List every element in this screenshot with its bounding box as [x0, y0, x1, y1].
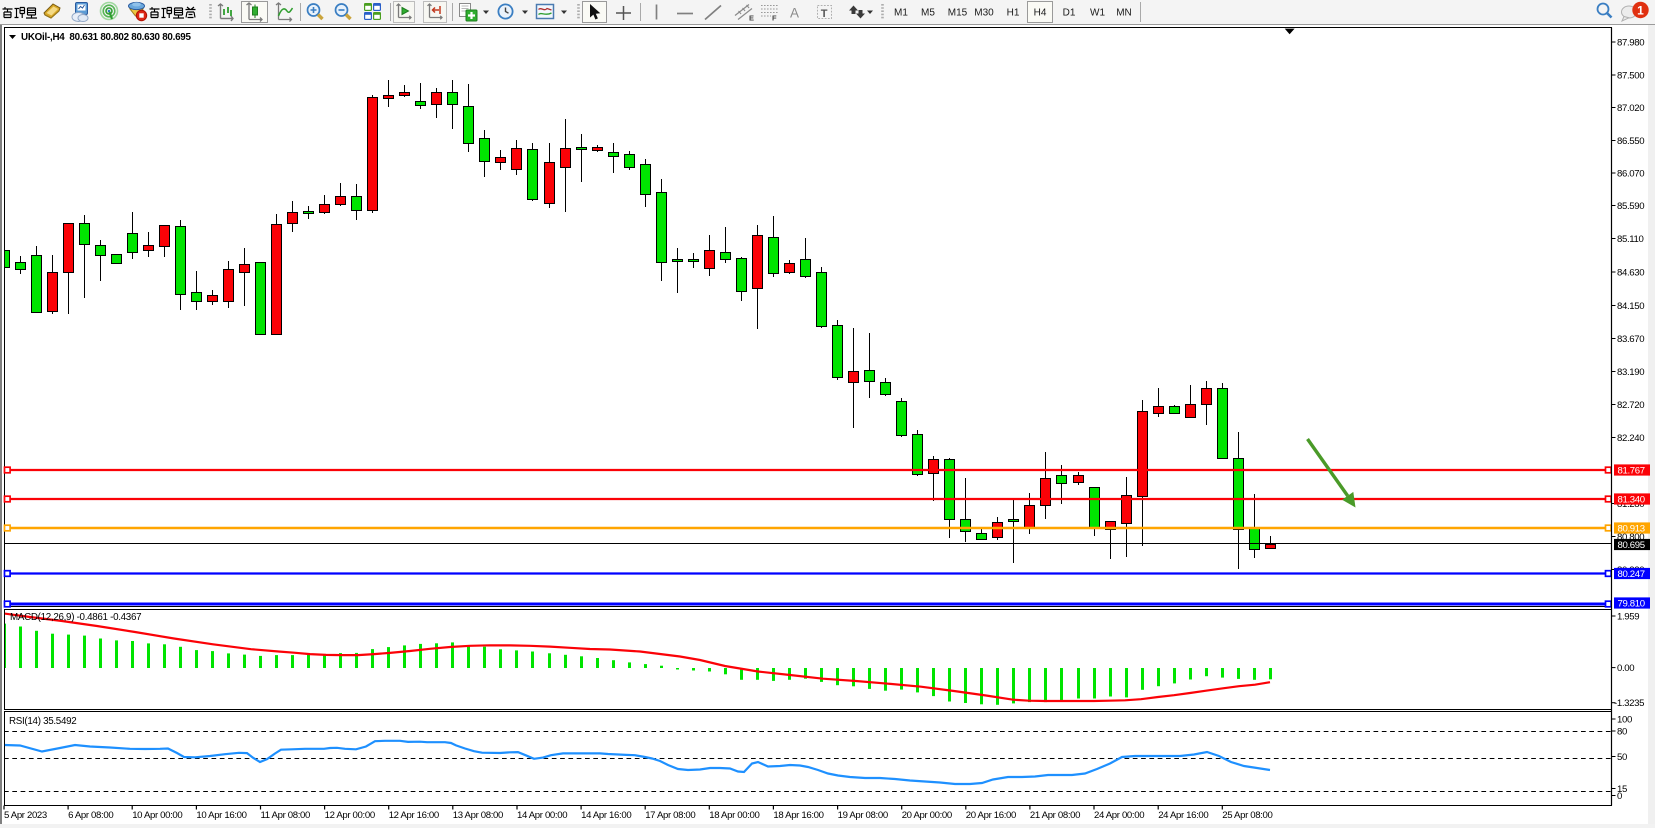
- svg-text:W1: W1: [1090, 8, 1105, 19]
- svg-text:86.550: 86.550: [1617, 136, 1644, 147]
- svg-text:80: 80: [1617, 727, 1627, 738]
- svg-text:15: 15: [1617, 784, 1627, 795]
- svg-text:84.150: 84.150: [1617, 301, 1644, 312]
- svg-text:MN: MN: [1116, 8, 1132, 19]
- svg-text:12 Apr 00:00: 12 Apr 00:00: [325, 810, 375, 821]
- svg-text:87.500: 87.500: [1617, 71, 1644, 82]
- svg-text:0: 0: [1617, 791, 1622, 802]
- svg-text:A: A: [790, 6, 799, 21]
- svg-text:83.670: 83.670: [1617, 334, 1644, 345]
- svg-text:5 Apr 2023: 5 Apr 2023: [4, 810, 47, 821]
- svg-text:24 Apr 00:00: 24 Apr 00:00: [1094, 810, 1144, 821]
- svg-text:12 Apr 16:00: 12 Apr 16:00: [389, 810, 439, 821]
- svg-text:87.980: 87.980: [1617, 38, 1644, 49]
- svg-text:M15: M15: [948, 8, 968, 19]
- svg-text:85.590: 85.590: [1617, 201, 1644, 212]
- svg-text:80.800: 80.800: [1617, 532, 1644, 543]
- svg-text:81.767: 81.767: [1618, 466, 1645, 477]
- svg-text:E: E: [749, 14, 754, 23]
- svg-text:24 Apr 16:00: 24 Apr 16:00: [1158, 810, 1208, 821]
- svg-text:1: 1: [1637, 3, 1644, 17]
- svg-text:20 Apr 16:00: 20 Apr 16:00: [966, 810, 1016, 821]
- svg-text:18 Apr 16:00: 18 Apr 16:00: [773, 810, 823, 821]
- svg-text:14 Apr 16:00: 14 Apr 16:00: [581, 810, 631, 821]
- svg-text:UKOil-,H4 80.631 80.802 80.63: UKOil-,H4 80.631 80.802 80.630 80.695: [21, 32, 191, 43]
- svg-text:M5: M5: [921, 8, 935, 19]
- svg-text:85.110: 85.110: [1617, 234, 1644, 245]
- svg-text:25 Apr 08:00: 25 Apr 08:00: [1222, 810, 1272, 821]
- svg-text:T: T: [821, 8, 828, 20]
- svg-text:80.913: 80.913: [1618, 524, 1645, 535]
- svg-text:1.959: 1.959: [1617, 612, 1639, 623]
- svg-text:D1: D1: [1063, 8, 1076, 19]
- svg-text:20 Apr 00:00: 20 Apr 00:00: [902, 810, 952, 821]
- svg-text:10 Apr 00:00: 10 Apr 00:00: [132, 810, 182, 821]
- svg-text:17 Apr 08:00: 17 Apr 08:00: [645, 810, 695, 821]
- svg-text:82.240: 82.240: [1617, 433, 1644, 444]
- svg-text:19 Apr 08:00: 19 Apr 08:00: [838, 810, 888, 821]
- svg-text:87.020: 87.020: [1617, 103, 1644, 114]
- svg-text:MACD(12,26,9) -0.4861 -0.4367: MACD(12,26,9) -0.4861 -0.4367: [10, 612, 141, 623]
- svg-text:86.070: 86.070: [1617, 169, 1644, 180]
- svg-text:82.720: 82.720: [1617, 400, 1644, 411]
- svg-text:M30: M30: [974, 8, 994, 19]
- svg-text:81.340: 81.340: [1618, 495, 1645, 506]
- svg-text:11 Apr 08:00: 11 Apr 08:00: [261, 810, 311, 821]
- svg-text:RSI(14) 35.5492: RSI(14) 35.5492: [9, 716, 76, 727]
- svg-text:80.247: 80.247: [1618, 569, 1645, 580]
- svg-text:-1.3235: -1.3235: [1614, 698, 1644, 709]
- svg-text:M1: M1: [894, 8, 908, 19]
- svg-text:13 Apr 08:00: 13 Apr 08:00: [453, 810, 503, 821]
- svg-text:6 Apr 08:00: 6 Apr 08:00: [68, 810, 113, 821]
- svg-text:14 Apr 00:00: 14 Apr 00:00: [517, 810, 567, 821]
- svg-text:10 Apr 16:00: 10 Apr 16:00: [196, 810, 246, 821]
- svg-text:84.630: 84.630: [1617, 268, 1644, 279]
- svg-text:79.810: 79.810: [1618, 599, 1645, 610]
- svg-text:F: F: [772, 14, 777, 23]
- svg-text:50: 50: [1617, 752, 1627, 763]
- svg-text:H1: H1: [1007, 8, 1020, 19]
- svg-text:100: 100: [1617, 715, 1632, 726]
- svg-text:18 Apr 00:00: 18 Apr 00:00: [709, 810, 759, 821]
- svg-text:H4: H4: [1034, 8, 1047, 19]
- svg-text:83.190: 83.190: [1617, 367, 1644, 378]
- svg-text:0.00: 0.00: [1617, 663, 1634, 674]
- svg-text:80.695: 80.695: [1618, 540, 1645, 551]
- svg-text:21 Apr 08:00: 21 Apr 08:00: [1030, 810, 1080, 821]
